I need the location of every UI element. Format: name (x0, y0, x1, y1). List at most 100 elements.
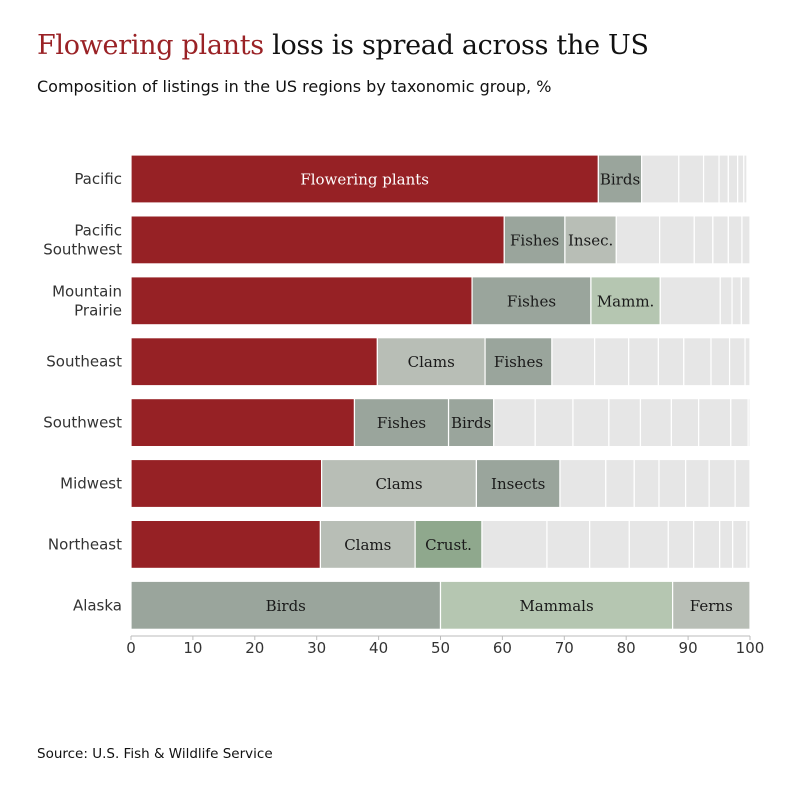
bar-segment (727, 154, 739, 204)
category-label: Prairie (74, 301, 122, 319)
x-tick-label: 20 (245, 639, 264, 657)
bar-segment (747, 398, 751, 448)
segment-label: Clams (408, 353, 455, 371)
bar-segment (702, 154, 720, 204)
bar-segment (608, 398, 642, 448)
segment-label: Fishes (377, 414, 426, 432)
bar-segment (130, 580, 442, 630)
bar-segment (481, 519, 548, 570)
bar-row: Fishes Insec. (130, 215, 751, 265)
bar-segment (730, 398, 749, 448)
bar-row: Fishes Birds (130, 398, 751, 448)
bar-segment (559, 458, 607, 509)
bar-segment (693, 519, 721, 570)
bar-row: Fishes Mamm. (130, 276, 751, 326)
bar-segment (319, 519, 416, 570)
bar-segment (130, 458, 323, 509)
bar-row: Birds Mammals Ferns (130, 580, 751, 630)
stacked-bar-chart: Flowering plants Birds Pacific Fishes Insec.… (43, 154, 765, 657)
bar-segment (628, 519, 669, 570)
bar-segment (746, 519, 751, 570)
title-highlight: Flowering plants (37, 30, 264, 61)
segment-label: Ferns (690, 597, 733, 615)
bar-segment (737, 154, 745, 204)
bar-segment (659, 215, 695, 265)
bar-segment (727, 215, 743, 265)
bar-segment (639, 398, 672, 448)
x-tick-label: 90 (679, 639, 698, 657)
bar-segment (659, 276, 721, 326)
bar-segment (678, 154, 705, 204)
bar-segment (685, 458, 710, 509)
bar-segment (693, 215, 714, 265)
bar-segment (710, 337, 731, 387)
bar-segment (728, 337, 746, 387)
bar-row: Clams Insects (130, 458, 751, 509)
source-note: Source: U.S. Fish & Wildlife Service (37, 746, 273, 762)
bar-segment (572, 398, 610, 448)
bar-segment (564, 215, 617, 265)
segment-label: Clams (375, 475, 422, 493)
category-label: Midwest (60, 475, 122, 493)
bar-row: Clams Crust. (130, 519, 751, 570)
bar-segment (594, 337, 630, 387)
title-rest: loss is spread across the US (263, 30, 649, 61)
bar-segment (670, 398, 700, 448)
x-tick-label: 40 (369, 639, 388, 657)
bar-segment (551, 337, 596, 387)
segment-label: Birds (266, 597, 306, 615)
bar-segment (503, 215, 566, 265)
chart-subtitle: Composition of listings in the US region… (37, 77, 552, 96)
segment-label: Insects (491, 475, 545, 493)
segment-label: Flowering plants (300, 171, 429, 189)
bar-segment (546, 519, 591, 570)
bar-segment (130, 337, 378, 387)
bar-segment (667, 519, 695, 570)
category-label: Southwest (43, 240, 122, 258)
segment-label: Mammals (519, 597, 593, 615)
bar-segment (130, 215, 505, 265)
chart-title: Flowering plants loss is spread across t… (37, 30, 649, 61)
x-tick-label: 0 (126, 639, 136, 657)
bar-segment (597, 154, 643, 204)
segment-label: Fishes (507, 292, 556, 310)
bar-segment (321, 458, 477, 509)
bar-segment (130, 398, 356, 448)
bar-segment (447, 398, 495, 448)
category-label: Mountain (52, 282, 122, 300)
bar-row: Clams Fishes (130, 337, 751, 387)
segment-label: Crust. (425, 536, 472, 554)
bar-segment (734, 458, 751, 509)
x-tick-label: 30 (307, 639, 326, 657)
segment-label: Fishes (494, 353, 543, 371)
bar-segment (712, 215, 729, 265)
segment-label: Fishes (510, 231, 559, 249)
bar-segment (641, 154, 680, 204)
bar-segment (740, 276, 751, 326)
x-tick-label: 80 (617, 639, 636, 657)
x-tick-label: 50 (431, 639, 450, 657)
segment-label: Mamm. (597, 292, 655, 310)
segment-label: Birds (600, 171, 640, 189)
bar-segment (658, 458, 687, 509)
category-label: Pacific (74, 221, 122, 239)
x-tick-label: 10 (183, 639, 202, 657)
x-tick-label: 100 (736, 639, 765, 657)
bar-segment (615, 215, 661, 265)
bar-segment (743, 154, 748, 204)
bar-segment (589, 519, 630, 570)
bar-segment (719, 519, 734, 570)
bar-segment (657, 337, 685, 387)
bar-segment (605, 458, 635, 509)
category-label: Southeast (46, 353, 122, 371)
category-label: Pacific (74, 170, 122, 188)
bar-segment (475, 458, 561, 509)
bar-segment (683, 337, 712, 387)
bar-segment (484, 337, 553, 387)
bar-segment (414, 519, 483, 570)
category-label: Northeast (48, 535, 122, 553)
segment-label: Insec. (568, 231, 613, 249)
bar-segment (633, 458, 660, 509)
category-label: Alaska (73, 596, 122, 614)
bar-segment (628, 337, 659, 387)
